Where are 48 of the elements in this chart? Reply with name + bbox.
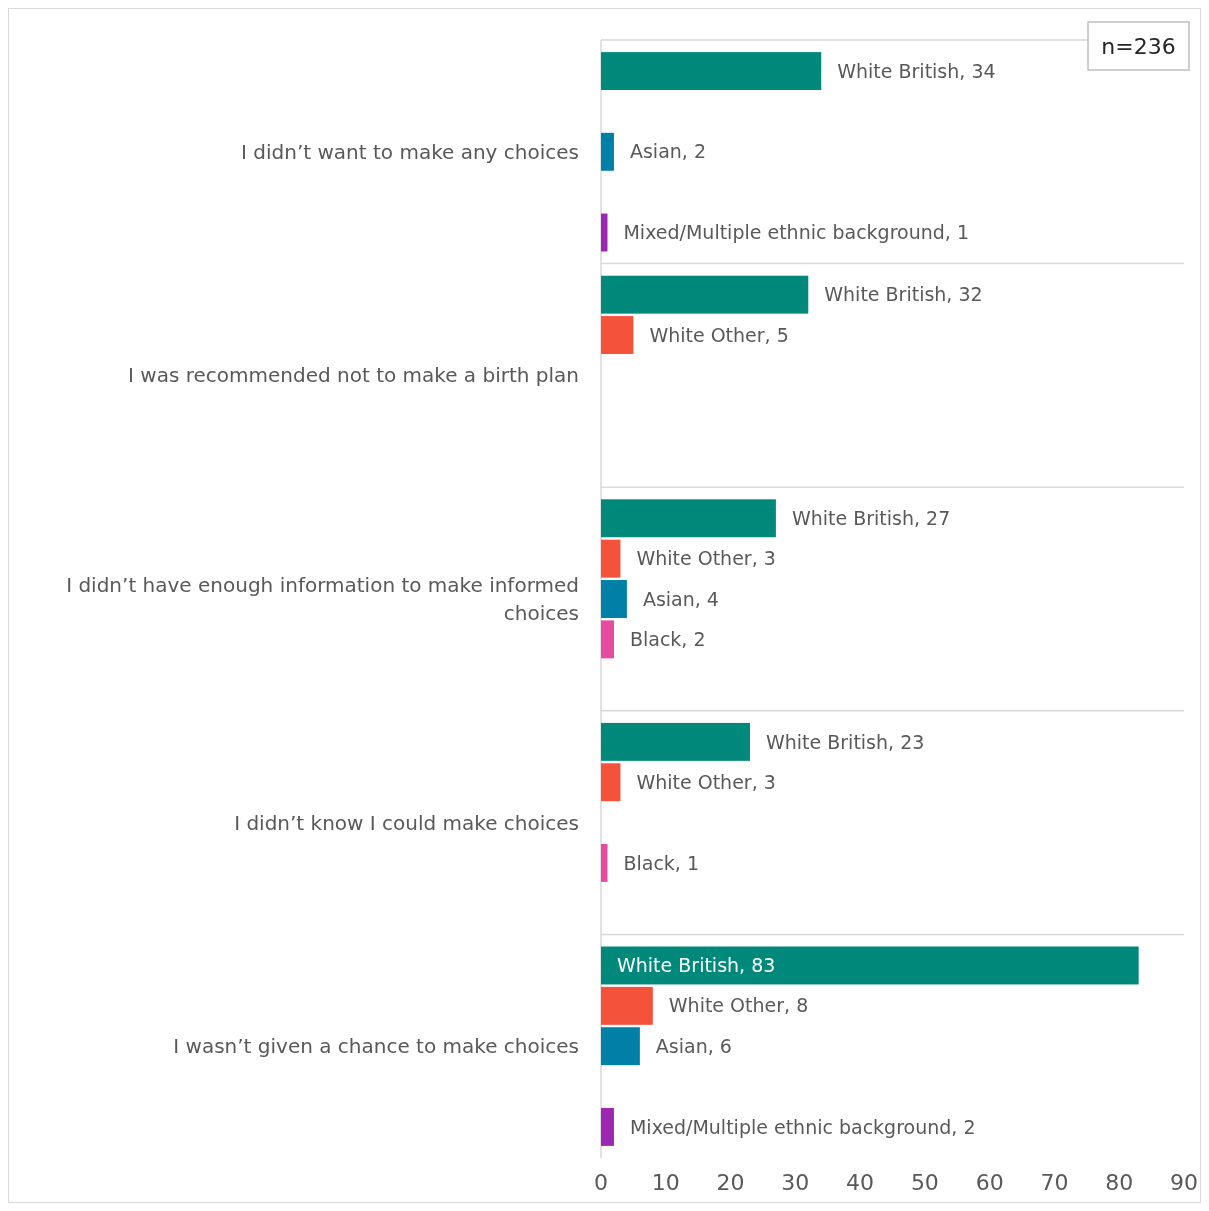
data-label: White British, 23 xyxy=(765,730,925,753)
data-label: White Other, 8 xyxy=(668,994,809,1017)
bar xyxy=(601,52,822,91)
data-label: Asian, 2 xyxy=(629,140,706,163)
data-label: White British, 27 xyxy=(791,506,951,529)
data-label: Asian, 4 xyxy=(642,587,719,610)
data-label: Mixed/Multiple ethnic background, 1 xyxy=(623,221,970,244)
x-tick-label: 30 xyxy=(781,1170,810,1195)
y-tick-label: I wasn’t given a chance to make choices xyxy=(173,1034,579,1059)
data-label: White Other, 3 xyxy=(636,770,776,793)
x-tick-label: 20 xyxy=(716,1170,745,1195)
bar xyxy=(601,763,621,802)
bar xyxy=(601,986,653,1025)
bar xyxy=(601,132,614,171)
data-label: White British, 34 xyxy=(837,59,996,82)
bar xyxy=(601,620,614,659)
y-tick-label: I didn’t have enough information to make informed choices xyxy=(66,573,579,625)
x-tick-label: 10 xyxy=(651,1170,680,1195)
bar xyxy=(601,946,1139,985)
data-label: White British, 32 xyxy=(824,283,983,306)
data-label: Black, 2 xyxy=(629,628,706,651)
y-tick-label: I was recommended not to make a birth plan xyxy=(128,363,579,388)
annotation: n=236 xyxy=(1101,33,1176,59)
bar xyxy=(601,722,750,761)
data-label: White British, 83 xyxy=(617,954,776,977)
x-tick-label: 90 xyxy=(1170,1170,1198,1195)
y-tick-label: I didn’t want to make any choices xyxy=(241,139,579,164)
x-tick-label: 40 xyxy=(846,1170,875,1195)
x-tick-label: 50 xyxy=(910,1170,939,1195)
data-label: Mixed/Multiple ethnic background, 2 xyxy=(629,1115,976,1138)
data-label: White Other, 5 xyxy=(649,323,789,346)
bar xyxy=(601,213,608,252)
data-label: White Other, 3 xyxy=(636,547,776,570)
x-tick-label: 80 xyxy=(1105,1170,1134,1195)
bar xyxy=(601,499,776,538)
x-tick-label: 70 xyxy=(1040,1170,1069,1195)
x-tick-label: 0 xyxy=(594,1170,608,1195)
y-tick-label: I didn’t know I could make choices xyxy=(234,810,579,835)
bar xyxy=(601,316,634,355)
bar xyxy=(601,539,621,578)
data-label: Asian, 6 xyxy=(655,1034,732,1057)
bar xyxy=(601,1107,614,1146)
bar xyxy=(601,580,627,618)
bar xyxy=(601,275,809,314)
bar xyxy=(601,1027,640,1066)
x-tick-label: 60 xyxy=(975,1170,1004,1195)
bar xyxy=(601,843,608,882)
data-label: Black, 1 xyxy=(623,851,700,874)
